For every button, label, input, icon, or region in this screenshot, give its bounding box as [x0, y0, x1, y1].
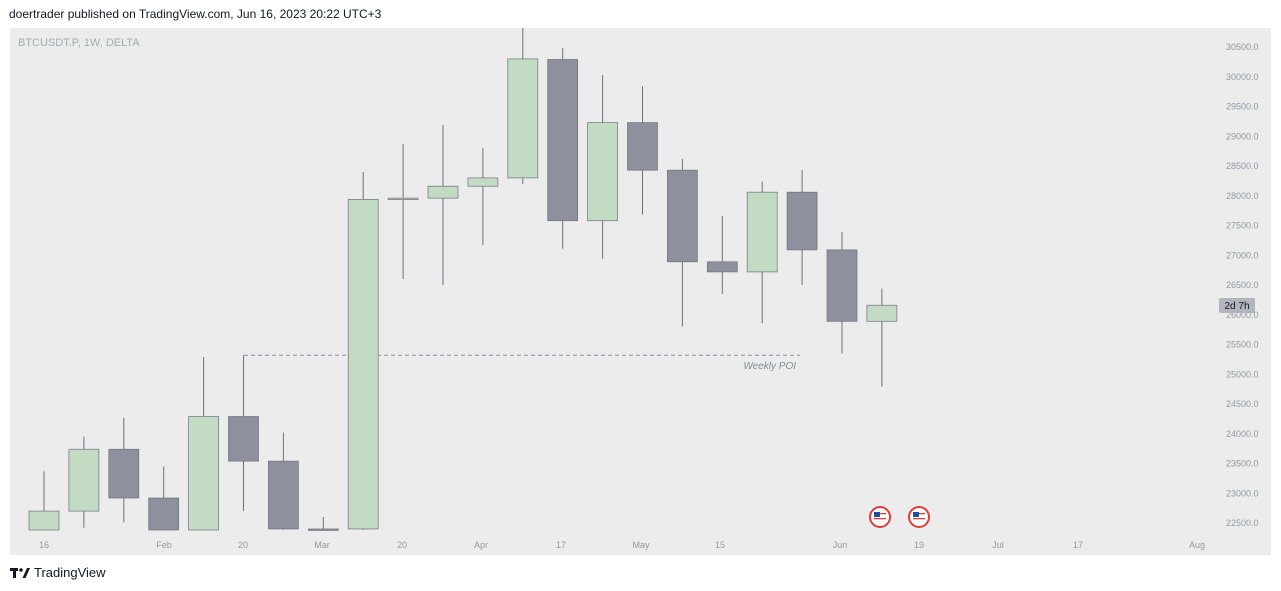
weekly-poi-label: Weekly POI — [743, 361, 796, 372]
candle[interactable] — [307, 517, 339, 531]
candle-body-down — [627, 122, 658, 171]
price-tick-label: 26000.0 — [1226, 310, 1259, 320]
candle[interactable] — [746, 181, 778, 324]
price-tick-label: 25500.0 — [1226, 340, 1259, 350]
candle[interactable] — [108, 417, 140, 523]
us-flag-icon[interactable] — [908, 506, 930, 528]
symbol-label: BTCUSDT.P, 1W, DELTA — [18, 37, 140, 49]
price-tick-label: 27500.0 — [1226, 221, 1259, 231]
candle-body-down — [268, 460, 299, 530]
price-tick-label: 29000.0 — [1226, 131, 1259, 141]
candle[interactable] — [387, 143, 419, 280]
price-tick-label: 23500.0 — [1226, 459, 1259, 469]
time-tick-label: 20 — [238, 540, 248, 550]
candle[interactable] — [627, 86, 658, 215]
price-tick-label: 25000.0 — [1226, 369, 1259, 379]
candle[interactable] — [547, 48, 579, 249]
event-markers — [869, 506, 930, 528]
candle-body-down — [706, 261, 738, 273]
us-flag-icon[interactable] — [869, 506, 891, 528]
price-tick-label: 30000.0 — [1226, 72, 1259, 82]
time-tick-label: May — [632, 540, 650, 550]
price-axis[interactable] — [1215, 28, 1271, 555]
price-tick-label: 24000.0 — [1226, 429, 1259, 439]
time-tick-label: 15 — [715, 540, 725, 550]
time-tick-label: Jul — [992, 540, 1004, 550]
time-tick-label: 20 — [397, 540, 407, 550]
candle[interactable] — [667, 158, 698, 327]
candle[interactable] — [826, 232, 858, 354]
candle[interactable] — [347, 171, 379, 530]
price-tick-label: 27000.0 — [1226, 250, 1259, 260]
candle[interactable] — [28, 471, 60, 531]
countdown-badge: 2d 7h — [1219, 298, 1255, 313]
candle[interactable] — [68, 436, 100, 528]
time-axis — [10, 536, 1215, 555]
candle[interactable] — [587, 74, 618, 259]
candlestick-chart: BTCUSDT.P, 1W, DELTA 22500.0 23000.0 23500… — [10, 28, 1271, 555]
candle-body-up — [467, 177, 499, 187]
candle-body-up — [507, 58, 539, 179]
price-tick-label: 28500.0 — [1226, 161, 1259, 171]
time-axis-ticks: 16 Feb 20 Mar 20 Apr 17 May 15 Jun 19 Jul 17 Aug — [39, 540, 1205, 550]
candle-body-up — [68, 448, 100, 512]
candle-body-up — [387, 197, 419, 200]
price-tick-label: 28000.0 — [1226, 191, 1259, 201]
price-tick-label: 26500.0 — [1226, 280, 1259, 290]
candle-body-down — [547, 59, 579, 222]
candle[interactable] — [786, 170, 818, 285]
time-tick-label: 17 — [1073, 540, 1083, 550]
candle-body-down — [108, 448, 140, 499]
annotations: Weekly POI — [244, 354, 800, 372]
candle-body-down — [148, 497, 180, 531]
candle-body-down — [826, 249, 858, 322]
time-tick-label: Feb — [156, 540, 172, 550]
candle[interactable] — [507, 28, 539, 184]
candle-body-up — [866, 304, 898, 322]
candle-body-up — [347, 198, 379, 530]
candle-body-down — [228, 416, 259, 462]
price-axis-ticks: 22500.0 23000.0 23500.0 24000.0 24500.0 25000… — [1226, 42, 1259, 528]
candle[interactable] — [188, 356, 219, 531]
candle-body-up — [746, 191, 778, 273]
countdown-badge-text: 2d 7h — [1224, 301, 1249, 312]
time-tick-label: Jun — [833, 540, 848, 550]
candle-body-up — [28, 510, 60, 531]
candle-body-up — [587, 122, 618, 222]
time-tick-label: Apr — [474, 540, 488, 550]
candle[interactable] — [427, 124, 459, 285]
candle[interactable] — [866, 288, 898, 387]
brand-name: TradingView — [34, 565, 106, 580]
candle[interactable] — [706, 215, 738, 294]
candle-body-up — [427, 185, 459, 199]
candle-body-down — [307, 528, 339, 531]
time-tick-label: 17 — [556, 540, 566, 550]
tradingview-logo-icon — [10, 567, 30, 578]
footer-brand[interactable]: TradingView — [10, 565, 106, 580]
time-tick-label: 19 — [914, 540, 924, 550]
candle[interactable] — [467, 148, 499, 246]
price-tick-label: 29500.0 — [1226, 102, 1259, 112]
price-tick-label: 30500.0 — [1226, 42, 1259, 52]
candle-body-down — [667, 169, 698, 263]
price-tick-label: 22500.0 — [1226, 518, 1259, 528]
time-tick-label: Aug — [1189, 540, 1205, 550]
candle[interactable] — [268, 432, 299, 530]
candle[interactable] — [228, 355, 259, 512]
price-tick-label: 23000.0 — [1226, 488, 1259, 498]
candle-body-down — [786, 191, 818, 251]
candle-body-up — [188, 416, 219, 531]
time-tick-label: 16 — [39, 540, 49, 550]
price-tick-label: 24500.0 — [1226, 399, 1259, 409]
time-tick-label: Mar — [314, 540, 330, 550]
publish-header: doertrader published on TradingView.com,… — [9, 7, 382, 21]
candle[interactable] — [148, 466, 180, 531]
candles — [28, 28, 898, 531]
